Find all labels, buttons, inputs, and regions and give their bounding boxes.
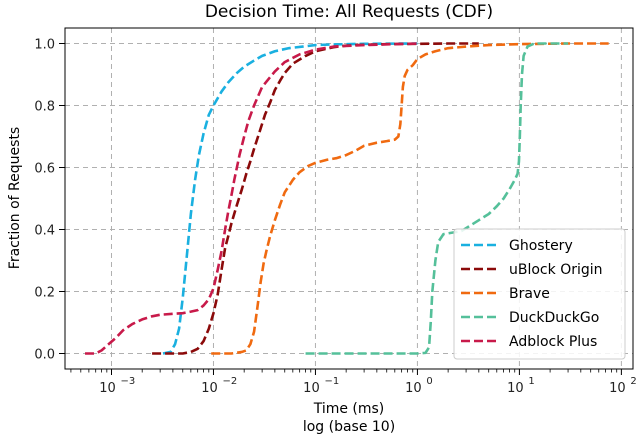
legend-entry: Ghostery (509, 238, 573, 254)
y-tick-label: 1.0 (34, 38, 55, 53)
series-line-ghostery (162, 42, 418, 355)
y-tick-label: 0.4 (34, 224, 55, 239)
legend-entry: uBlock Origin (509, 262, 603, 278)
y-tick-label: 0.0 (34, 348, 55, 363)
y-axis-label: Fraction of Requests (7, 127, 23, 269)
x-tick-label: 10 (303, 381, 320, 396)
x-tick-label: 10 (405, 381, 422, 396)
x-tick-exponent: −3 (120, 376, 135, 387)
series-layer (85, 42, 609, 355)
x-tick-exponent: −2 (222, 376, 237, 387)
plot-frame (64, 27, 634, 370)
series-line-ublock-origin (152, 42, 479, 355)
legend: Ghostery uBlock Origin Brave DuckDuckGo Adbl… (453, 228, 626, 360)
series-line-duckduckgo (305, 42, 569, 355)
series-line-brave (211, 42, 609, 355)
x-axis-sublabel: log (base 10) (303, 419, 395, 435)
x-tick-label: 10 (609, 381, 626, 396)
x-tick-label: 10 (201, 381, 218, 396)
x-tick-exponent: 1 (528, 376, 534, 387)
x-axis-label: Time (ms) (313, 401, 385, 417)
legend-entry: Adblock Plus (509, 334, 597, 350)
y-tick-label: 0.6 (34, 162, 55, 177)
x-tick-exponent: 2 (630, 376, 636, 387)
tick-layer: 10 −3 10 −2 10 −1 10 0 10 1 10 2 0.0 0.2 0.4 0.6 0.8 1.0 (34, 38, 636, 397)
x-tick-exponent: −1 (324, 376, 339, 387)
legend-entry: DuckDuckGo (509, 310, 599, 326)
x-tick-label: 10 (99, 381, 116, 396)
legend-entry: Brave (509, 286, 550, 302)
legend-box (453, 228, 626, 360)
series-line-adblock-plus (85, 42, 418, 355)
y-tick-label: 0.8 (34, 100, 55, 115)
y-tick-label: 0.2 (34, 286, 55, 301)
x-tick-exponent: 0 (426, 376, 432, 387)
x-tick-label: 10 (507, 381, 524, 396)
chart-title: Decision Time: All Requests (CDF) (205, 2, 493, 22)
